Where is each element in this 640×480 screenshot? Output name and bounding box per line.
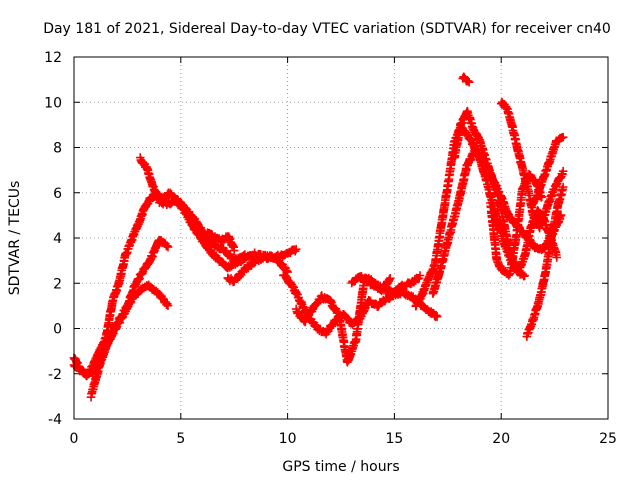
y-tick-label: 6 <box>53 186 62 202</box>
series-sat-l <box>449 106 529 281</box>
series-sat-i <box>347 271 425 297</box>
x-tick-label: 10 <box>279 431 297 447</box>
data-point <box>415 271 425 280</box>
series-sat-b <box>69 280 173 379</box>
y-tick-label: 2 <box>53 276 62 292</box>
chart-title: Day 181 of 2021, Sidereal Day-to-day VTE… <box>43 21 611 37</box>
data-point <box>432 312 442 321</box>
data-point <box>431 311 441 320</box>
data-point <box>558 182 568 192</box>
data-point <box>537 192 547 202</box>
data-point <box>385 274 395 283</box>
data-point <box>552 253 562 262</box>
y-tick-label: 0 <box>53 322 62 338</box>
series-sat-q <box>486 169 547 280</box>
y-axis-label: SDTVAR / TECUs <box>7 181 23 296</box>
y-tick-label: 10 <box>44 95 62 111</box>
series-sat-f <box>223 250 292 287</box>
data-point <box>163 301 173 311</box>
series-sat-o <box>522 182 568 341</box>
data-point <box>530 175 539 184</box>
data-point <box>162 241 172 251</box>
data-point <box>240 250 250 259</box>
data-point <box>291 244 301 254</box>
data-point <box>463 76 473 86</box>
ticks: 0 5 10 15 20 25 -4 -2 0 2 4 6 8 10 12 <box>44 50 617 447</box>
series-sat-e <box>176 198 250 265</box>
x-tick-label: 5 <box>176 431 185 447</box>
series-sat-m <box>458 72 474 87</box>
data-point <box>520 271 529 280</box>
data-point <box>464 77 474 87</box>
data-point <box>229 246 239 255</box>
y-tick-label: 12 <box>44 50 62 66</box>
x-tick-label: 0 <box>70 431 79 447</box>
series-sat-d <box>135 153 301 273</box>
x-axis-label: GPS time / hours <box>282 459 399 475</box>
data-point <box>163 242 173 252</box>
y-tick-label: 4 <box>53 231 62 247</box>
x-tick-label: 15 <box>385 431 403 447</box>
data-point <box>502 103 512 113</box>
series-sat-c <box>86 235 173 402</box>
series-sat-a <box>69 188 239 381</box>
x-tick-label: 20 <box>492 431 510 447</box>
data-points <box>69 72 568 402</box>
plot-frame <box>73 56 609 420</box>
y-tick-label: -2 <box>48 367 62 383</box>
data-point <box>558 166 568 176</box>
y-tick-label: -4 <box>48 412 62 428</box>
data-point <box>558 132 568 142</box>
y-tick-label: 8 <box>53 141 62 157</box>
x-tick-label: 25 <box>599 431 617 447</box>
